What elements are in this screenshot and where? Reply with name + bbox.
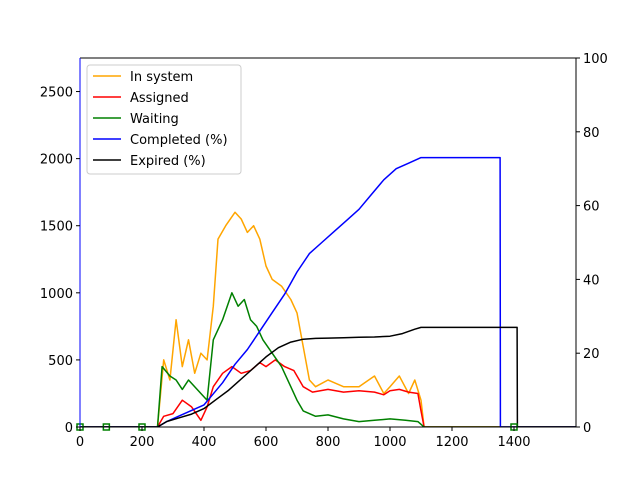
y-right-tick-label: 40: [583, 273, 600, 288]
legend-label-waiting: Waiting: [130, 112, 179, 127]
y-left-tick-label: 0: [65, 421, 73, 436]
y-right-tick-label: 20: [583, 347, 600, 362]
axis-layer: 0 200 400 600 800 1000 1200 1400050010001500200…: [40, 52, 608, 450]
legend-label-assigned: Assigned: [130, 91, 189, 106]
series-line-completed: [80, 156, 576, 427]
y-left-tick-label: 2000: [40, 153, 73, 168]
series-line-waiting: [80, 292, 576, 427]
y-left-tick-label: 1500: [40, 220, 73, 235]
y-right-tick-label: 60: [583, 200, 600, 215]
x-tick-label: 600: [254, 435, 279, 450]
series-line-expired: [80, 326, 576, 427]
series-line-in-system: [80, 211, 576, 427]
y-left-tick-label: 500: [48, 354, 73, 369]
x-tick-label: 0: [76, 435, 84, 450]
x-tick-label: 1000: [373, 435, 406, 450]
legend-box: [86, 64, 242, 175]
x-tick-label: 200: [130, 435, 155, 450]
x-tick-label: 800: [316, 435, 341, 450]
legend-label-expired: Expired (%): [130, 154, 206, 169]
legend-label-completed: Completed (%): [130, 133, 228, 148]
y-right-tick-label: 0: [583, 421, 591, 436]
y-left-tick-label: 1000: [40, 287, 73, 302]
x-tick-label: 1400: [497, 435, 530, 450]
legend: In system Assigned Waiting Completed (%) Exp…: [86, 64, 242, 175]
y-right-tick-label: 100: [583, 52, 608, 67]
x-tick-label: 400: [192, 435, 217, 450]
y-right-tick-label: 80: [583, 126, 600, 141]
legend-label-in-system: In system: [130, 70, 193, 85]
series-layer: [80, 156, 576, 427]
y-left-tick-label: 2500: [40, 86, 73, 101]
x-tick-label: 1200: [435, 435, 468, 450]
